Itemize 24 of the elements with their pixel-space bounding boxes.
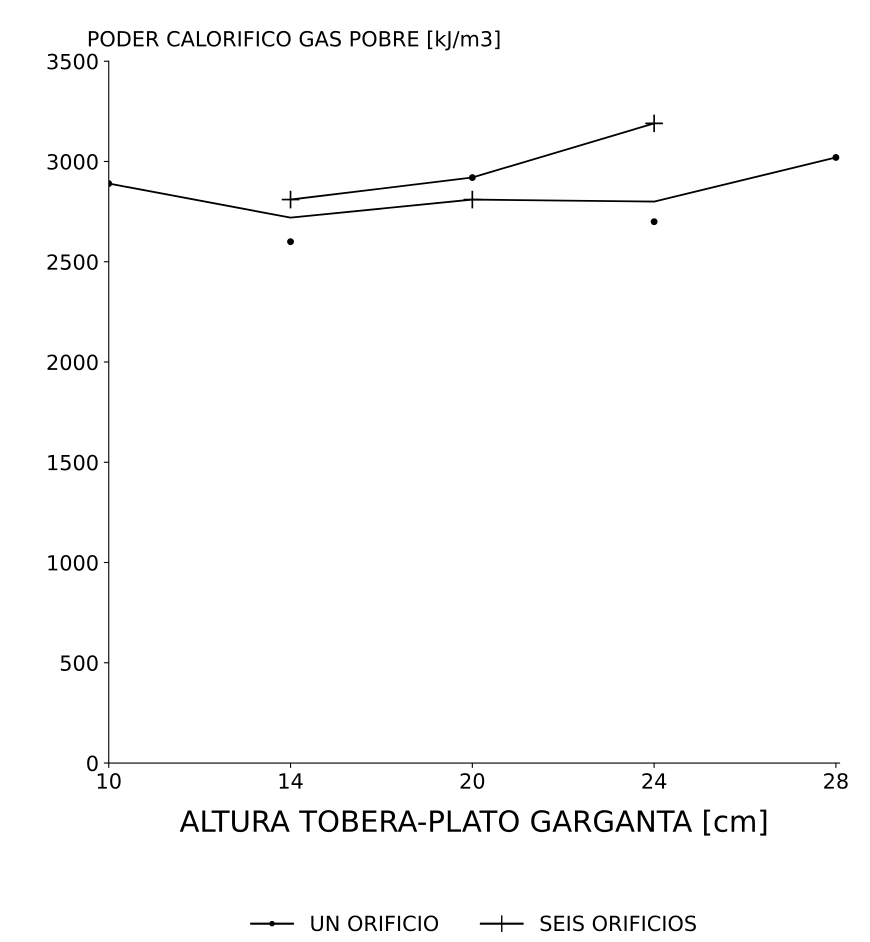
x-tick-label: 14 [280,773,303,789]
legend-label: UN ORIFICIO [311,915,438,932]
x-tick-label: 28 [824,773,848,789]
y-tick-label: 1500 [48,454,98,470]
x-tick-label: 20 [460,773,484,789]
point [462,190,482,210]
y-tick-label: 1000 [48,554,98,571]
point [287,238,294,246]
x-tick-label: 24 [642,773,666,789]
y-tick-label: 2000 [48,354,98,370]
y-tick-label: 500 [60,655,98,671]
point [280,190,300,210]
point [832,154,840,161]
y-tick-label: 2500 [48,254,98,270]
y-axis-title: PODER CALORIFICO GAS POBRE [kJ/m3] [88,30,500,51]
point [468,174,476,181]
x-axis-title: ALTURA TOBERA-PLATO GARGANTA [cm] [180,810,766,836]
x-tick-label: 10 [98,773,121,789]
point [650,218,658,226]
y-tick-label: 0 [87,755,98,772]
y-tick-label: 3000 [48,154,98,170]
legend-label: SEIS ORIFICIOS [540,915,696,932]
point [644,114,664,134]
y-tick-label: 3500 [48,54,98,70]
